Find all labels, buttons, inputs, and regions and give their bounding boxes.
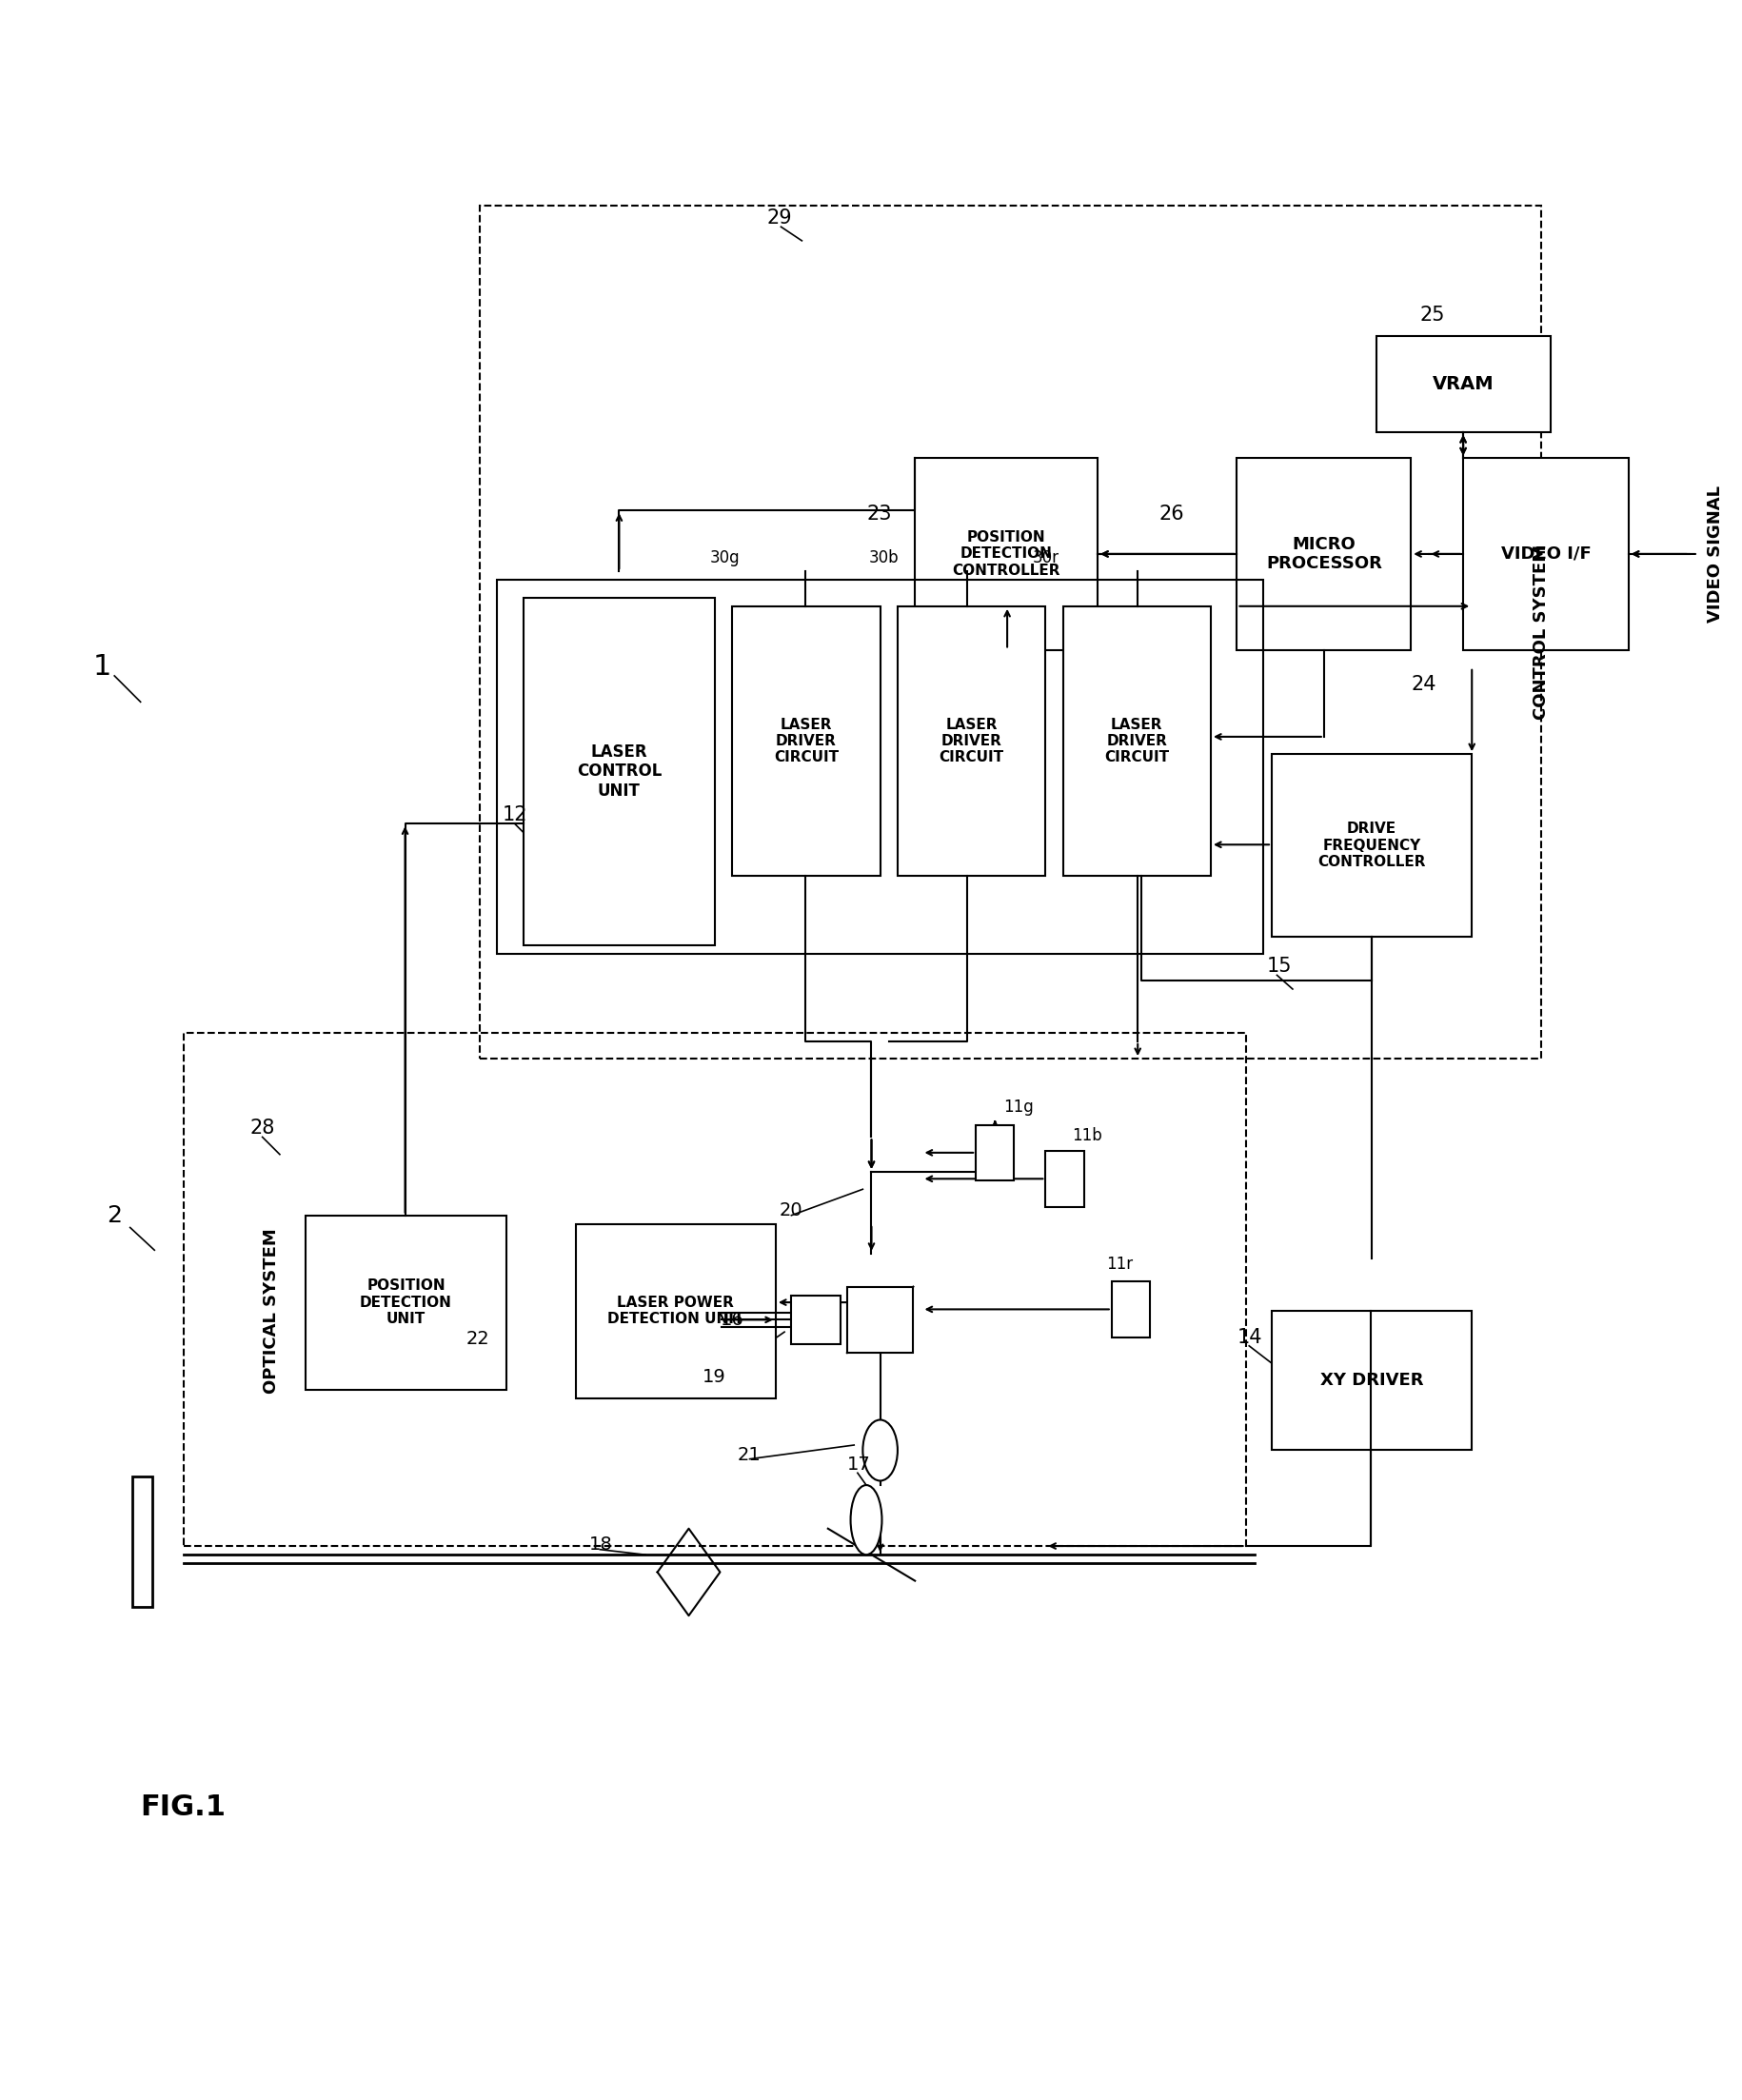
- Text: LASER
DRIVER
CIRCUIT: LASER DRIVER CIRCUIT: [773, 718, 838, 764]
- Text: 1: 1: [92, 653, 111, 680]
- Text: VRAM: VRAM: [1432, 376, 1493, 393]
- Text: 30b: 30b: [868, 548, 899, 567]
- Bar: [915, 458, 1097, 649]
- Text: 26: 26: [1158, 504, 1183, 523]
- Text: 20: 20: [779, 1201, 803, 1220]
- Text: 24: 24: [1411, 674, 1435, 693]
- Text: XY DRIVER: XY DRIVER: [1319, 1371, 1423, 1390]
- Bar: [523, 598, 714, 945]
- Bar: [1272, 754, 1470, 937]
- Text: 11g: 11g: [1003, 1098, 1033, 1115]
- Text: 18: 18: [589, 1535, 613, 1554]
- Bar: [1111, 1281, 1150, 1338]
- Bar: [1045, 1151, 1084, 1208]
- Text: VIDEO I/F: VIDEO I/F: [1500, 546, 1590, 563]
- Bar: [496, 580, 1263, 953]
- Text: 17: 17: [847, 1455, 871, 1474]
- Bar: [185, 1033, 1246, 1546]
- Bar: [1063, 607, 1211, 876]
- Text: 23: 23: [866, 504, 890, 523]
- Text: 25: 25: [1420, 307, 1444, 326]
- Text: 21: 21: [737, 1447, 761, 1464]
- Text: 11b: 11b: [1071, 1128, 1101, 1144]
- Text: LASER
CONTROL
UNIT: LASER CONTROL UNIT: [577, 743, 662, 800]
- Text: LASER POWER
DETECTION UNIT: LASER POWER DETECTION UNIT: [608, 1296, 744, 1327]
- Text: LASER
DRIVER
CIRCUIT: LASER DRIVER CIRCUIT: [1104, 718, 1169, 764]
- Bar: [897, 607, 1045, 876]
- Text: 29: 29: [766, 208, 793, 227]
- Text: CONTROL SYSTEM: CONTROL SYSTEM: [1533, 544, 1549, 720]
- Bar: [132, 1476, 153, 1607]
- Text: POSITION
DETECTION
UNIT: POSITION DETECTION UNIT: [359, 1279, 451, 1325]
- Text: 15: 15: [1266, 958, 1291, 976]
- Bar: [732, 607, 880, 876]
- Text: 16: 16: [719, 1310, 744, 1329]
- Bar: [1376, 336, 1549, 433]
- Bar: [305, 1216, 505, 1390]
- Text: 19: 19: [702, 1367, 726, 1386]
- Text: 14: 14: [1237, 1327, 1261, 1346]
- Bar: [1237, 458, 1411, 649]
- Text: 30g: 30g: [709, 548, 740, 567]
- Text: DRIVE
FREQUENCY
CONTROLLER: DRIVE FREQUENCY CONTROLLER: [1317, 821, 1425, 869]
- Bar: [575, 1224, 775, 1399]
- Text: FIG.1: FIG.1: [141, 1793, 226, 1821]
- Bar: [1462, 458, 1627, 649]
- Text: 22: 22: [465, 1329, 490, 1348]
- Text: 28: 28: [251, 1119, 275, 1138]
- Bar: [791, 1296, 840, 1344]
- Text: MICRO
PROCESSOR: MICRO PROCESSOR: [1265, 536, 1381, 573]
- Text: 2: 2: [106, 1203, 122, 1226]
- Text: VIDEO SIGNAL: VIDEO SIGNAL: [1705, 485, 1723, 622]
- Bar: [976, 1126, 1014, 1180]
- Text: OPTICAL SYSTEM: OPTICAL SYSTEM: [263, 1228, 279, 1394]
- Bar: [479, 206, 1540, 1058]
- Bar: [847, 1287, 913, 1352]
- Text: 30r: 30r: [1031, 548, 1057, 567]
- Ellipse shape: [862, 1420, 897, 1480]
- Text: 12: 12: [502, 806, 528, 825]
- Bar: [1272, 1310, 1470, 1451]
- Ellipse shape: [850, 1485, 881, 1554]
- Text: LASER
DRIVER
CIRCUIT: LASER DRIVER CIRCUIT: [939, 718, 1003, 764]
- Text: POSITION
DETECTION
CONTROLLER: POSITION DETECTION CONTROLLER: [951, 531, 1059, 578]
- Text: 11r: 11r: [1106, 1256, 1132, 1273]
